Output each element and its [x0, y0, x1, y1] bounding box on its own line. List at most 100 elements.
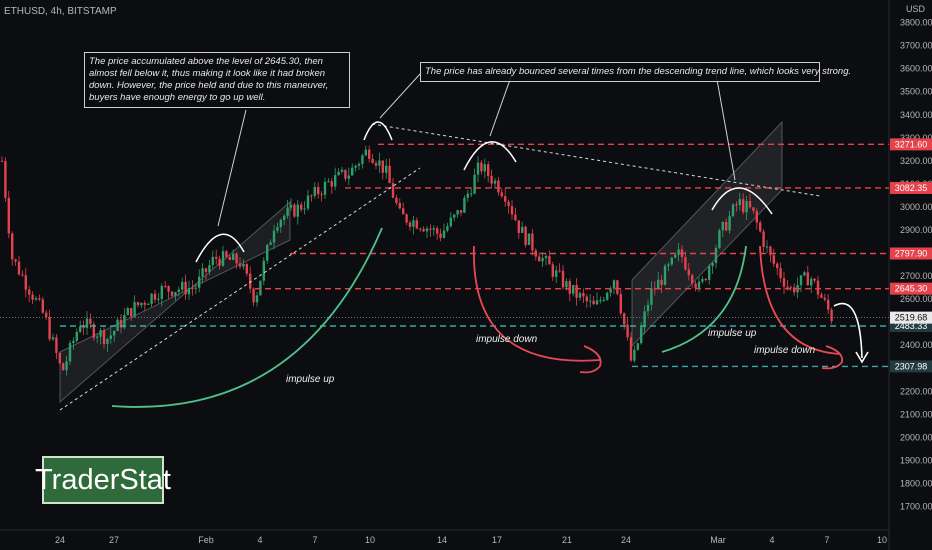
candle-body [85, 318, 89, 328]
candle-body [643, 311, 646, 328]
x-tick-label: 21 [562, 535, 572, 545]
candle-body [674, 254, 677, 258]
candle-body [51, 337, 55, 340]
candle-body [109, 335, 112, 339]
candle-body [388, 165, 391, 184]
candle-body [123, 315, 126, 328]
y-tick-label: 2900.00 [900, 225, 932, 235]
candle-body [439, 233, 442, 238]
candle-body [272, 230, 276, 243]
candle-body [769, 246, 772, 256]
x-tick-label: 17 [492, 535, 502, 545]
y-tick-label: 1700.00 [900, 501, 932, 511]
x-tick-label: 10 [877, 535, 887, 545]
candle-body [133, 302, 136, 317]
symbol-label: ETHUSD, 4h, BITSTAMP [4, 6, 117, 17]
candle-body [187, 287, 191, 295]
candle-body [317, 186, 320, 195]
peak-arc [463, 141, 517, 171]
candle-body [334, 175, 337, 187]
candle-body [714, 247, 718, 264]
annotation-accumulation: The price accumulated above the level of… [84, 52, 350, 108]
candle-body [612, 280, 616, 289]
impulse-down-arrowhead-2 [821, 345, 844, 370]
candle-body [269, 242, 272, 245]
candle-body [374, 162, 378, 166]
candle-body [99, 330, 102, 337]
candle-body [181, 281, 184, 290]
candle-body [201, 268, 204, 277]
candle-body [194, 287, 197, 289]
pointer-line [489, 73, 513, 137]
candle-body [147, 303, 150, 305]
candle-body [629, 337, 633, 361]
candle-body [752, 207, 755, 212]
candle-body [558, 270, 561, 272]
candle-body [422, 228, 425, 232]
candle-body [24, 275, 27, 290]
projection-arrowhead [855, 351, 869, 364]
candle-body [310, 195, 313, 197]
candle-body [776, 263, 779, 269]
candle-body [646, 304, 650, 312]
candle-body [816, 280, 820, 295]
level-label-3082.35: 3082.35 [895, 183, 928, 193]
candle-body [602, 299, 605, 301]
x-tick-label: 27 [109, 535, 119, 545]
candle-body [765, 246, 769, 248]
candle-body [215, 256, 218, 259]
candle-body [354, 165, 357, 168]
candle-body [31, 294, 34, 300]
candle-body [7, 197, 10, 234]
candle-body [116, 319, 119, 331]
y-tick-label: 3500.00 [900, 87, 932, 97]
candle-body [704, 279, 707, 281]
candle-body [79, 326, 82, 332]
candle-body [711, 263, 714, 267]
candle-body [361, 155, 364, 164]
x-tick-label: 4 [769, 535, 774, 545]
candle-body [742, 199, 745, 213]
candle-body [204, 268, 208, 273]
candle-body [174, 292, 177, 296]
candle-body [779, 268, 782, 279]
candle-body [565, 281, 568, 288]
candle-body [303, 208, 306, 210]
candle-body [589, 300, 592, 302]
x-tick-label: 24 [55, 535, 65, 545]
candle-body [65, 361, 68, 371]
candle-body [364, 149, 367, 156]
candle-body [140, 302, 143, 306]
x-tick-label: 4 [257, 535, 262, 545]
candle-body [521, 226, 524, 233]
candle-body [609, 288, 612, 293]
candle-body [425, 228, 429, 232]
candle-body [500, 192, 503, 197]
candle-body [466, 193, 469, 198]
candle-body [483, 164, 486, 172]
candle-body [368, 149, 371, 159]
candle-body [313, 186, 316, 196]
candle-body [198, 276, 201, 288]
candle-body [745, 201, 748, 213]
candle-body [232, 253, 235, 260]
candle-body [136, 302, 140, 306]
candle-body [548, 256, 551, 265]
peak-arc [711, 187, 773, 215]
candle-body [640, 327, 643, 344]
candle-body [351, 167, 354, 176]
candle-body [4, 161, 7, 198]
candle-body [442, 230, 446, 238]
x-tick-label: 24 [621, 535, 631, 545]
candle-body [592, 300, 595, 305]
candle-body [473, 174, 476, 194]
candle-body [160, 285, 163, 299]
candle-body [830, 309, 833, 322]
level-label-2645.30: 2645.30 [895, 284, 928, 294]
candle-body [415, 220, 418, 229]
candle-body [45, 312, 48, 318]
candle-body [344, 169, 347, 179]
candle-body [405, 214, 408, 223]
candle-body [238, 263, 242, 267]
